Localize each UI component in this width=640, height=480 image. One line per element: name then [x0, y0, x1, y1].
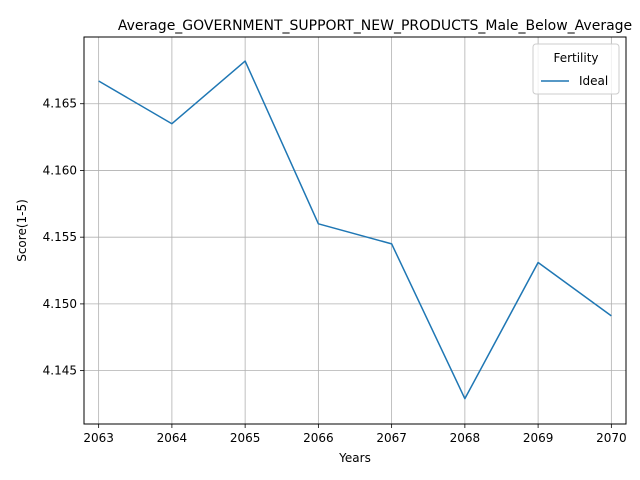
y-tick-label: 4.145: [43, 364, 77, 378]
x-axis-label: Years: [338, 451, 371, 465]
y-tick-label: 4.155: [43, 230, 77, 244]
x-tick-label: 2069: [523, 431, 554, 445]
x-tick-label: 2068: [450, 431, 481, 445]
x-tick-label: 2070: [596, 431, 627, 445]
x-tick-label: 2063: [83, 431, 114, 445]
x-tick-label: 2064: [157, 431, 188, 445]
x-tick-label: 2067: [376, 431, 407, 445]
chart-title: Average_GOVERNMENT_SUPPORT_NEW_PRODUCTS_…: [118, 18, 632, 34]
y-tick-label: 4.165: [43, 97, 77, 111]
plot-frame: [83, 36, 627, 425]
series-layer: [98, 60, 612, 400]
legend-title: Fertility: [553, 51, 598, 65]
axis-ticks: 2063 2064 2065 2066 2067 2068 2069 2070 4.145 4.1…: [43, 97, 627, 445]
x-tick-label: 2066: [303, 431, 334, 445]
legend-label-ideal: Ideal: [579, 74, 608, 88]
y-tick-label: 4.160: [43, 163, 77, 177]
y-axis-label: Score(1-5): [15, 199, 29, 262]
grid-lines: [84, 37, 626, 424]
y-tick-label: 4.150: [43, 297, 77, 311]
x-tick-label: 2065: [230, 431, 261, 445]
series-line-ideal: [98, 60, 612, 400]
legend: Fertility Ideal: [532, 43, 620, 95]
